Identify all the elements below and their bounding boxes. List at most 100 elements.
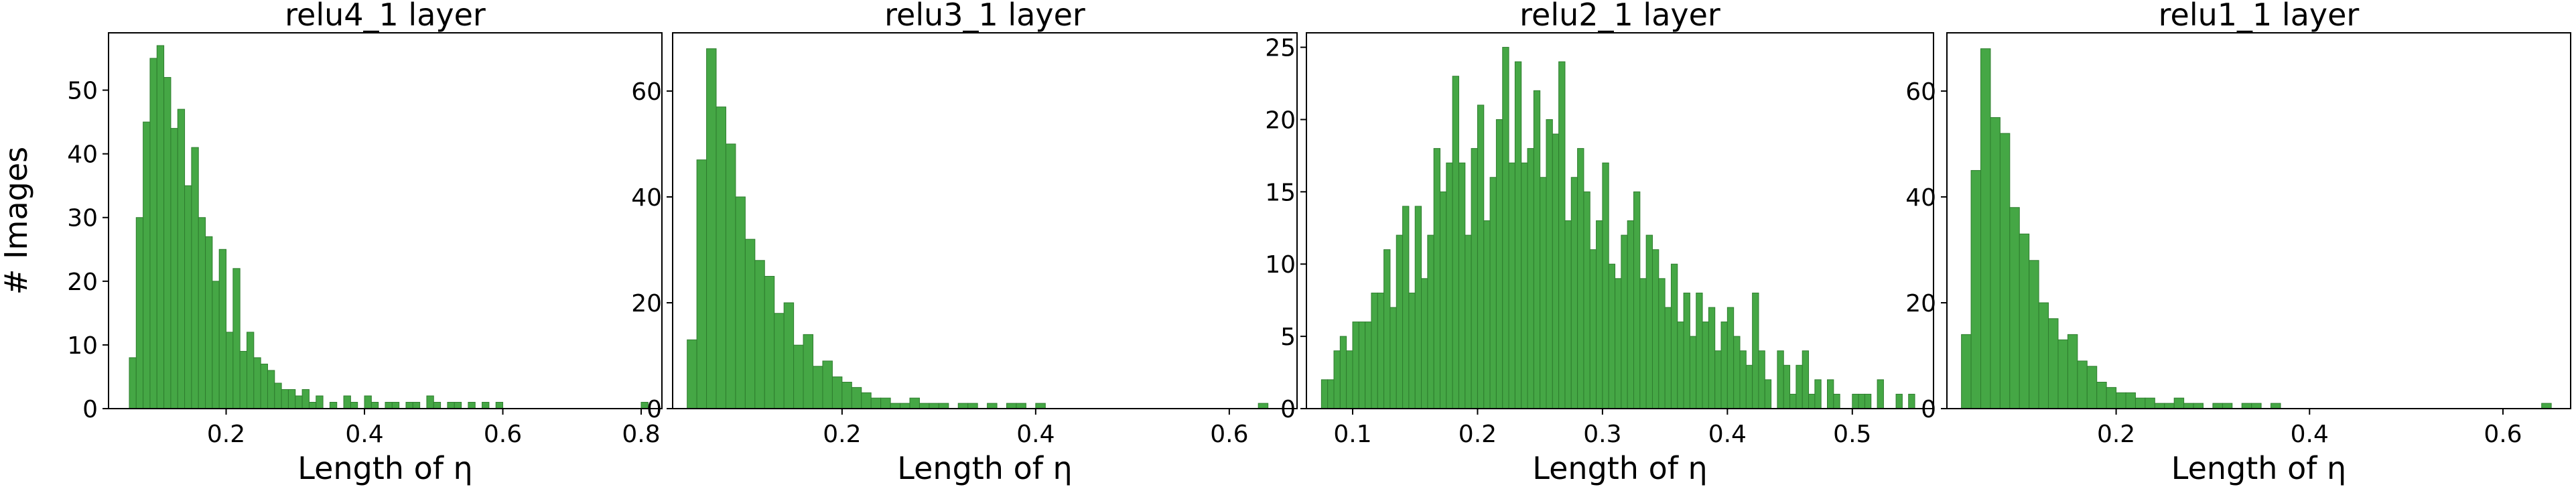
histogram-bar [1602, 162, 1609, 409]
histogram-bar [696, 159, 707, 409]
histogram-bar [1502, 47, 1509, 409]
histogram-bar [861, 392, 872, 409]
histogram-bar [1726, 307, 1735, 409]
histogram-bar [774, 313, 785, 409]
histogram-bar [316, 395, 324, 409]
histogram-bar [783, 302, 795, 409]
histogram-bar [957, 403, 969, 409]
histogram-bar [2077, 360, 2088, 409]
histogram-bar [468, 401, 476, 409]
histogram-bar [2086, 366, 2098, 409]
histogram-bar [1808, 393, 1816, 409]
histogram-bar [1327, 379, 1335, 409]
histogram-bar [803, 334, 814, 409]
x-tick-label: 0.4 [1708, 421, 1747, 448]
y-axis-label: # Images [0, 147, 34, 295]
histogram-bar [1708, 307, 1716, 409]
histogram-bar [841, 381, 852, 409]
x-tick-label: 0.5 [1833, 421, 1871, 448]
histogram-bar [851, 387, 862, 409]
histogram-bar [2038, 302, 2049, 409]
histogram-bar [1552, 133, 1560, 409]
histogram-bar [1877, 379, 1884, 409]
histogram-bar [1752, 292, 1759, 409]
histogram-bar [1833, 393, 1840, 409]
histogram-bar [1427, 234, 1434, 409]
histogram-bar [754, 260, 765, 409]
histogram-bar [274, 382, 282, 409]
histogram-bar [1621, 234, 1628, 409]
chart-title: relu3_1 layer [884, 0, 1085, 33]
histogram-bar [2270, 403, 2281, 409]
histogram-bar [706, 48, 717, 409]
y-tick-label: 20 [67, 269, 98, 296]
histogram-bar [1961, 334, 1972, 409]
histogram-bar [426, 395, 434, 409]
histogram-bar [2173, 397, 2185, 409]
histogram-bar [725, 143, 736, 409]
histogram-bar [1477, 104, 1485, 409]
histogram-bar [1596, 220, 1603, 409]
x-tick-label: 0.6 [2484, 421, 2522, 448]
histogram-bar [1514, 61, 1522, 409]
histogram-bar [232, 268, 241, 409]
histogram-bar [2048, 318, 2059, 409]
histogram-bar [793, 344, 804, 409]
histogram-bar [1627, 220, 1635, 409]
histogram-bar [1358, 322, 1366, 409]
histogram-bar [267, 370, 275, 409]
histogram-bar [2019, 233, 2030, 409]
histogram-bar [1402, 206, 1410, 409]
histogram-bar [1339, 336, 1347, 409]
x-axis-label: Length of η [1532, 450, 1707, 486]
histogram-bar [1527, 148, 1534, 409]
axes-frame [1306, 32, 1934, 409]
histogram-bar [1440, 191, 1447, 409]
y-tick-label: 40 [67, 141, 98, 169]
y-tick-label: 10 [1265, 251, 1296, 279]
histogram-bar [1802, 350, 1810, 409]
histogram-bar [2222, 403, 2233, 409]
histogram-bar [2251, 403, 2262, 409]
histogram-bar [205, 236, 213, 409]
chart-title: relu2_1 layer [1519, 0, 1720, 33]
histogram-bar [218, 249, 227, 409]
histogram-bar [405, 401, 413, 409]
x-tick-label: 0.2 [1459, 421, 1497, 448]
histogram-bar [890, 403, 901, 409]
histogram-bar [226, 332, 234, 409]
histogram-bar [2125, 392, 2136, 409]
histogram-bar [301, 389, 310, 409]
y-tick-label: 20 [1905, 290, 1936, 318]
histogram-bar [716, 107, 726, 409]
histogram-bar [1777, 350, 1784, 409]
y-tick-label: 25 [1265, 35, 1296, 62]
histogram-bar [1980, 48, 1991, 409]
histogram-bar [1864, 393, 1872, 409]
histogram-bar [1664, 307, 1672, 409]
y-tick-label: 60 [631, 78, 662, 106]
histogram-bar [1795, 364, 1803, 409]
histogram-bar [870, 397, 882, 409]
histogram-bar [1633, 191, 1641, 409]
histogram-bar [1446, 162, 1453, 409]
y-tick-label: 5 [1280, 324, 1296, 351]
x-tick-label: 0.2 [2097, 421, 2135, 448]
histogram-bar [687, 339, 697, 409]
histogram-bar [2193, 403, 2204, 409]
x-tick-label: 0.4 [345, 421, 383, 448]
histogram-bar [482, 401, 490, 409]
histogram-bar [1733, 336, 1741, 409]
histogram-bar [253, 357, 261, 409]
histogram-bar [1408, 292, 1416, 409]
histogram-bar [1970, 169, 1982, 409]
histogram-bar [143, 121, 151, 409]
histogram-bar [1639, 278, 1647, 409]
histogram-bar [735, 196, 746, 409]
histogram-bar [880, 397, 891, 409]
histogram-bar [1714, 350, 1722, 409]
histogram-bar [1658, 278, 1666, 409]
histogram-bar [1414, 206, 1422, 409]
histogram-bar [2009, 207, 2020, 409]
histogram-bar [1016, 403, 1026, 409]
